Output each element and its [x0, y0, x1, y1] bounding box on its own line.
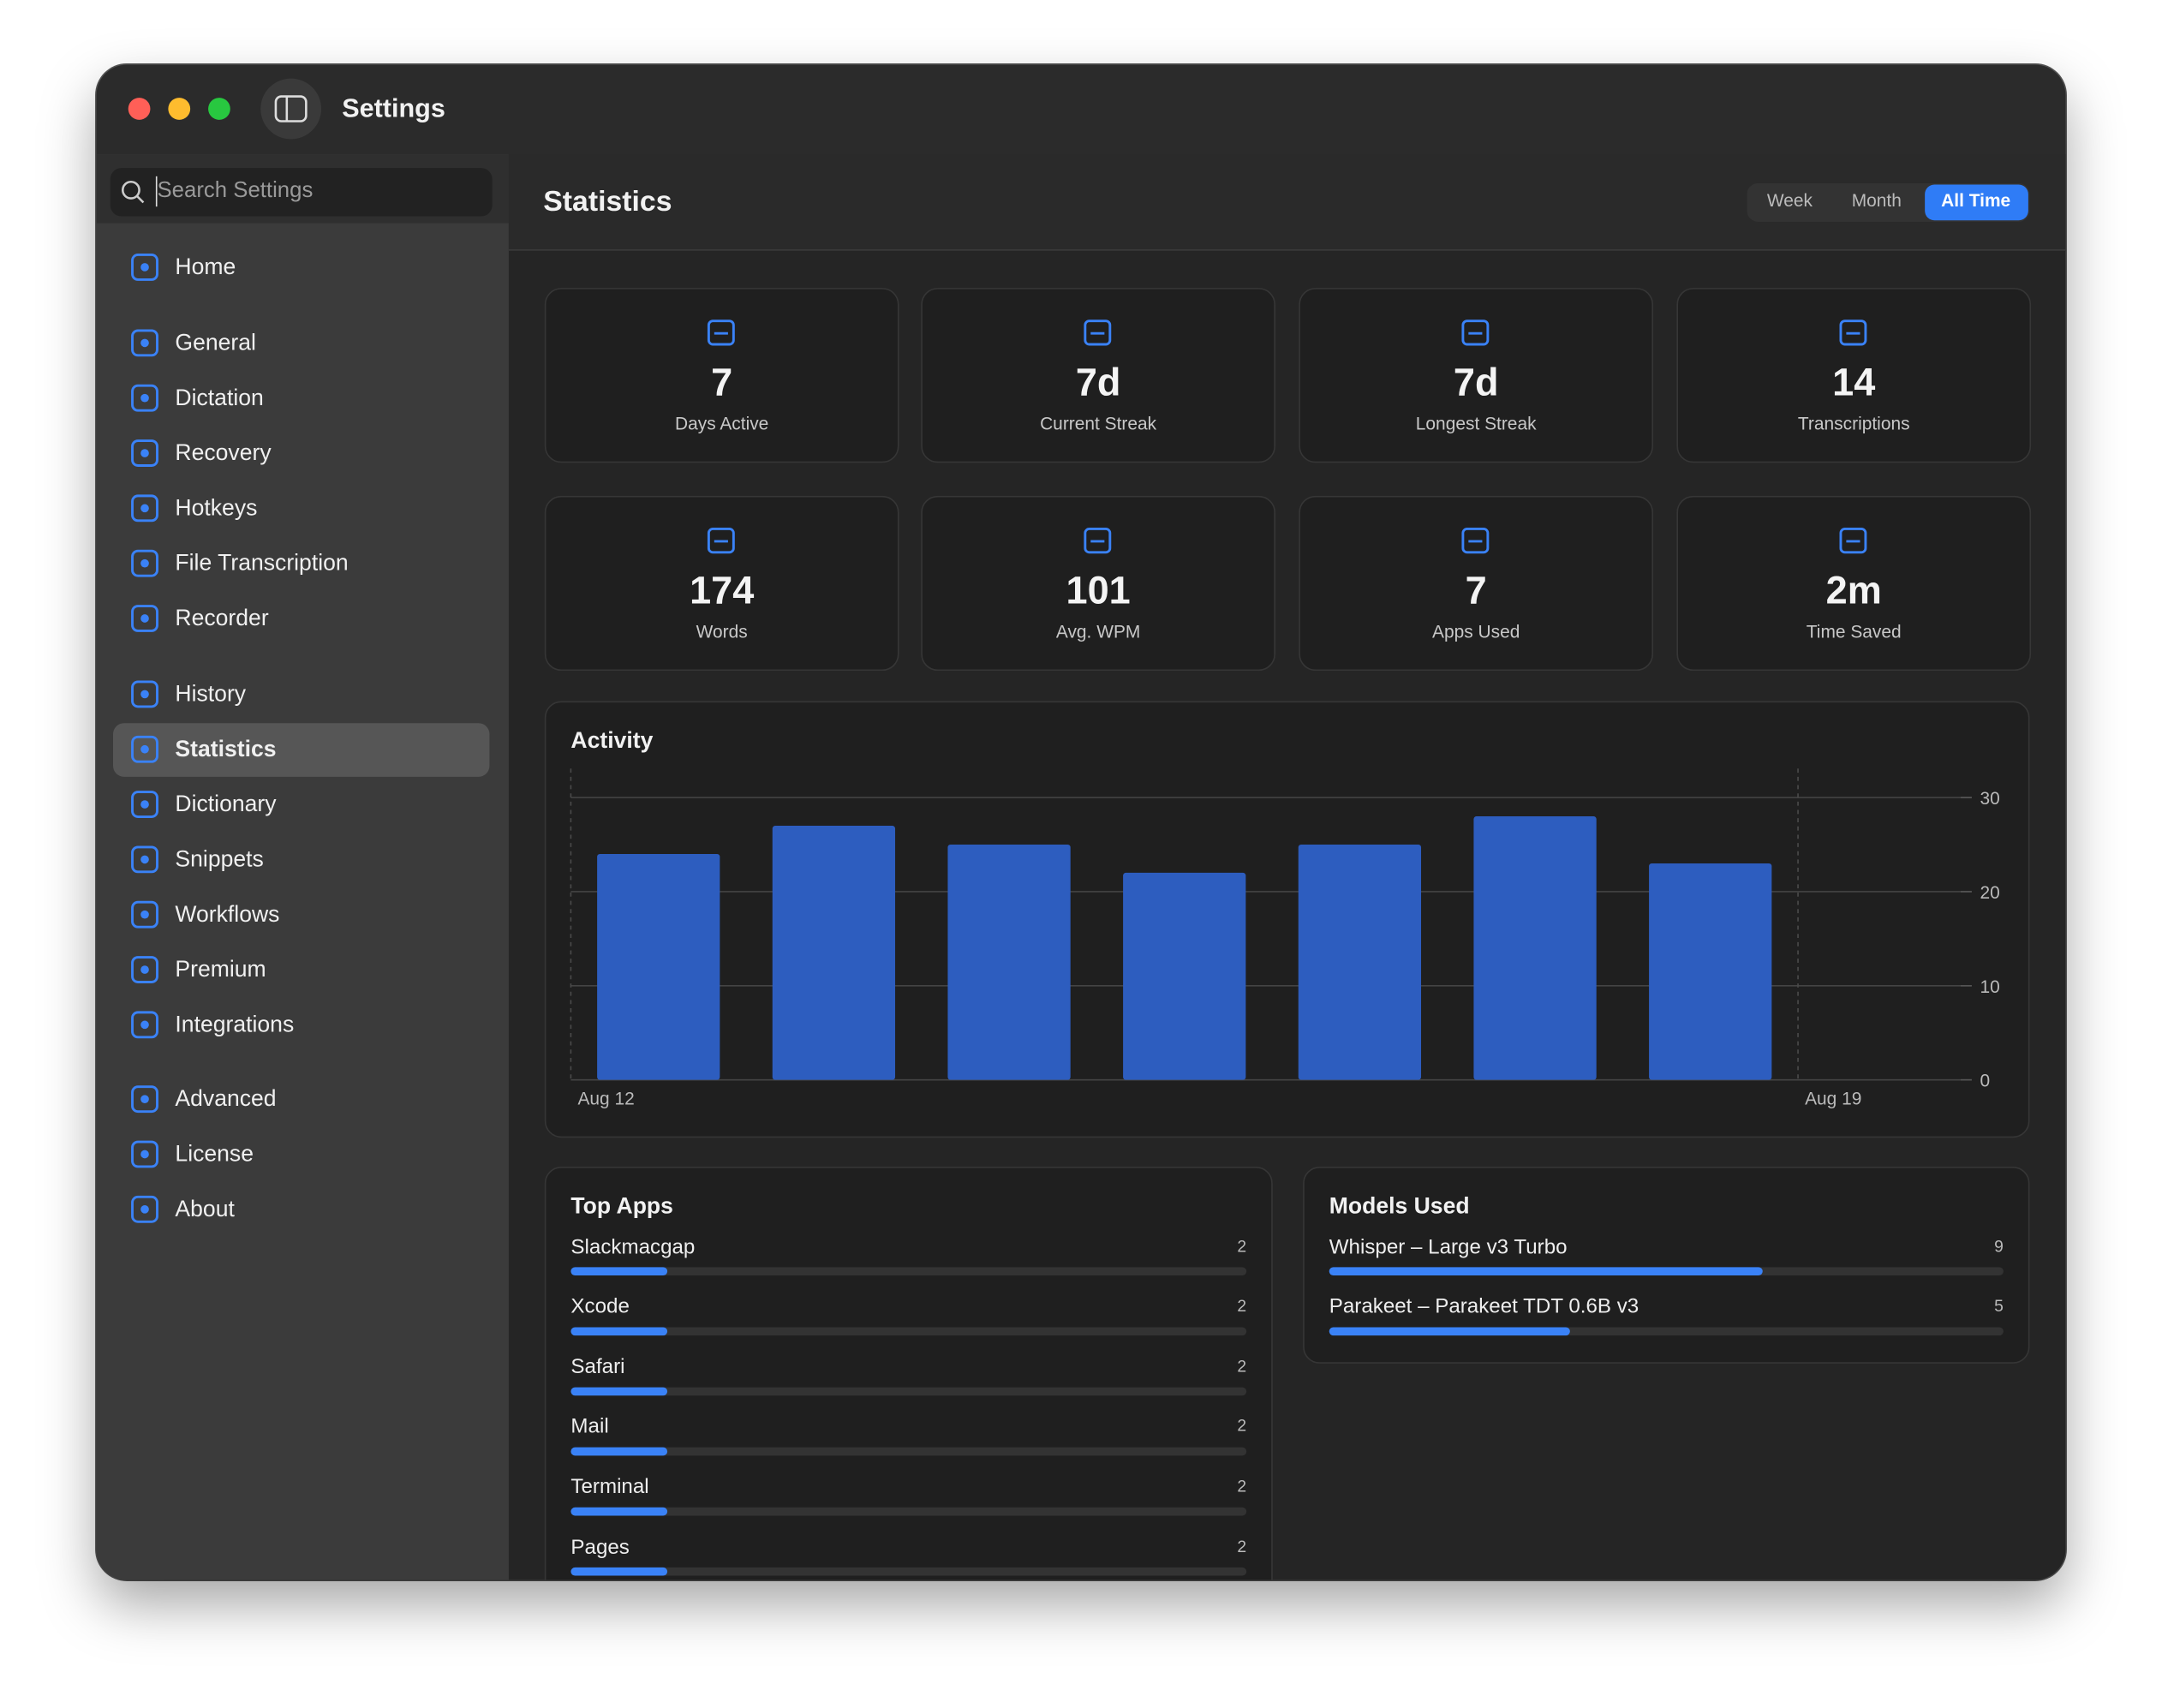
list-item-count: 2	[1237, 1296, 1247, 1316]
sidebar-item[interactable]: Home	[175, 254, 236, 279]
sidebar-item[interactable]: Recovery	[175, 439, 272, 465]
chart-card	[544, 701, 2030, 1138]
sidebar-selection	[112, 723, 490, 777]
stat-value: 2m	[1825, 568, 1882, 612]
list-title: Top Apps	[570, 1193, 673, 1219]
stat-label: Words	[696, 621, 748, 642]
stat-card	[921, 495, 1275, 672]
window-control[interactable]	[168, 98, 191, 120]
sidebar-item[interactable]: Recorder	[175, 605, 269, 630]
range-option[interactable]: Month	[1851, 189, 1902, 212]
sidebar-item[interactable]: Advanced	[175, 1085, 277, 1111]
window-title: Settings	[342, 94, 445, 123]
sidebar-item[interactable]: Snippets	[175, 846, 264, 872]
list-item-name: Terminal	[570, 1474, 649, 1499]
list-item-count: 2	[1237, 1356, 1247, 1376]
chart-title: Activity	[570, 727, 654, 753]
window-control[interactable]	[128, 98, 151, 120]
list-item-name: Slackmacgap	[570, 1234, 696, 1258]
settings-window: Settings Search Settings Home General Dictat…	[96, 64, 2066, 1580]
sidebar	[96, 154, 509, 1580]
stat-value: 101	[1066, 568, 1131, 612]
stat-card	[1676, 495, 2032, 672]
sidebar-toggle[interactable]	[260, 78, 322, 140]
list-item-count: 2	[1237, 1236, 1247, 1256]
stat-value: 174	[690, 568, 755, 612]
sidebar-item[interactable]: Statistics	[175, 736, 277, 761]
list-item-name: Pages	[570, 1535, 630, 1559]
sidebar-item[interactable]: Dictation	[175, 385, 264, 410]
sidebar-item[interactable]: Premium	[175, 956, 266, 982]
sidebar-item[interactable]: Workflows	[175, 901, 280, 927]
page-title: Statistics	[543, 185, 672, 218]
stat-label: Transcriptions	[1797, 413, 1910, 434]
sidebar-item[interactable]: Hotkeys	[175, 495, 258, 521]
stat-card	[544, 495, 899, 672]
range-option[interactable]: Week	[1766, 189, 1813, 212]
list-item-name: Parakeet – Parakeet TDT 0.6B v3	[1329, 1294, 1639, 1319]
sidebar-item[interactable]: History	[175, 681, 247, 707]
stat-value: 7	[711, 360, 733, 403]
sidebar-item[interactable]: File Transcription	[175, 550, 349, 576]
stat-label: Current Streak	[1040, 413, 1157, 434]
search-placeholder: Search Settings	[155, 176, 983, 207]
stat-card	[921, 288, 1275, 463]
stat-value: 7d	[1075, 360, 1121, 403]
sidebar-item[interactable]: General	[175, 330, 256, 355]
sidebar-item[interactable]: About	[175, 1196, 235, 1221]
stat-label: Avg. WPM	[1055, 621, 1141, 642]
stat-label: Apps Used	[1432, 621, 1520, 642]
list-item-name: Safari	[570, 1354, 625, 1379]
range-active	[1925, 184, 2028, 221]
stat-value: 7	[1465, 568, 1487, 612]
list-item-count: 2	[1237, 1416, 1247, 1436]
sidebar-item[interactable]: Integrations	[175, 1012, 295, 1037]
range-option[interactable]: All Time	[1941, 189, 2011, 212]
list-item-name: Whisper – Large v3 Turbo	[1329, 1234, 1568, 1258]
stat-card	[1299, 288, 1654, 463]
list-item-name: Xcode	[570, 1294, 630, 1319]
list-item-name: Mail	[570, 1414, 609, 1439]
stat-card	[544, 288, 899, 463]
list-item-count: 5	[1994, 1296, 2004, 1316]
stat-card	[1299, 495, 1654, 672]
sidebar-item[interactable]: Dictionary	[175, 791, 277, 816]
stat-value: 7d	[1453, 360, 1499, 403]
list-item-count: 2	[1237, 1536, 1247, 1556]
list-item-count: 9	[1994, 1236, 2004, 1256]
stat-label: Time Saved	[1806, 621, 1902, 642]
window-control[interactable]	[208, 98, 230, 120]
list-title: Models Used	[1329, 1193, 1470, 1219]
search-field[interactable]	[110, 168, 493, 217]
list-item-count: 2	[1237, 1476, 1247, 1496]
stat-value: 14	[1832, 360, 1876, 403]
stat-label: Days Active	[674, 413, 769, 434]
stat-card	[1676, 288, 2032, 463]
stat-label: Longest Streak	[1415, 413, 1537, 434]
sidebar-item[interactable]: License	[175, 1141, 254, 1167]
